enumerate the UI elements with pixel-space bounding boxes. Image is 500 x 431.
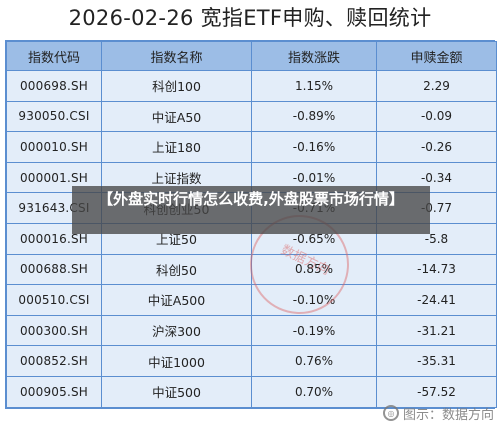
cell-index-change: -0.19% [251,314,377,347]
header-subscription-amount: 申赎金额 [376,41,497,71]
cell-subscription-amount: 2.29 [376,70,497,102]
table-row: 000300.SH 沪深300 -0.19% -31.21 [6,314,497,347]
cell-index-name: 上证180 [101,131,252,163]
cell-index-change: -0.16% [251,131,377,163]
cell-index-name: 中证A50 [101,100,252,133]
cell-subscription-amount: -14.73 [376,253,497,286]
cell-index-name: 中证500 [101,375,252,408]
overlay-banner: 【外盘实时行情怎么收费,外盘股票市场行情】 [72,186,430,234]
brand-watermark: ◎ 图示：数据方向 [382,403,494,423]
table-row: 000905.SH 中证500 0.70% -57.52 [6,375,497,408]
cell-index-change: -0.89% [251,100,377,133]
cell-subscription-amount: -35.31 [376,345,497,377]
cell-subscription-amount: -0.26 [376,131,497,163]
cell-subscription-amount: -0.09 [376,100,497,133]
table-row: 000698.SH 科创100 1.15% 2.29 [6,70,497,102]
table-body: 000698.SH 科创100 1.15% 2.29 930050.CSI 中证A50 -0… [6,70,497,408]
header-index-change: 指数涨跌 [251,41,377,71]
cell-subscription-amount: -57.52 [376,375,497,408]
brand-watermark-text: 图示：数据方向 [402,407,494,423]
cell-index-change: 1.15% [251,70,377,102]
cell-subscription-amount: -24.41 [376,284,497,316]
cell-index-code: 000300.SH [6,314,102,347]
cell-index-code: 930050.CSI [6,100,102,133]
cell-index-name: 科创100 [101,70,252,102]
cell-index-name: 中证A500 [101,284,252,316]
logo-icon: ◎ [382,405,399,421]
header-index-name: 指数名称 [101,41,252,71]
cell-index-name: 中证1000 [101,345,252,377]
table-row: 000016.SH 上证50 -0.65% -5.8 [6,222,497,255]
stamp-watermark-text: 数据方向 [278,242,332,279]
cell-index-code: 000510.CSI [6,284,102,316]
cell-index-name: 沪深300 [101,314,252,347]
table-row: 000688.SH 科创50 0.85% -14.73 [6,253,497,286]
cell-subscription-amount: -31.21 [376,314,497,347]
table-header-row: 指数代码 指数名称 指数涨跌 申赎金额 [6,41,497,71]
page-title: 2026-02-26 宽指ETF申购、赎回统计 [68,6,432,30]
table-row: 000852.SH 中证1000 0.76% -35.31 [6,345,497,377]
table-row: 930050.CSI 中证A50 -0.89% -0.09 [6,100,497,133]
table-row: 000510.CSI 中证A500 -0.10% -24.41 [6,284,497,316]
cell-subscription-amount: -0.34 [376,161,497,194]
cell-index-code: 000698.SH [6,70,102,102]
header-index-code: 指数代码 [6,41,102,71]
cell-index-name: 科创50 [101,253,252,286]
cell-index-code: 000852.SH [6,345,102,377]
cell-index-code: 000010.SH [6,131,102,163]
cell-index-code: 000905.SH [6,375,102,408]
cell-index-change: 0.76% [251,345,377,377]
table-row: 000010.SH 上证180 -0.16% -0.26 [6,131,497,163]
cell-index-code: 000688.SH [6,253,102,286]
cell-index-change: 0.70% [251,375,377,408]
